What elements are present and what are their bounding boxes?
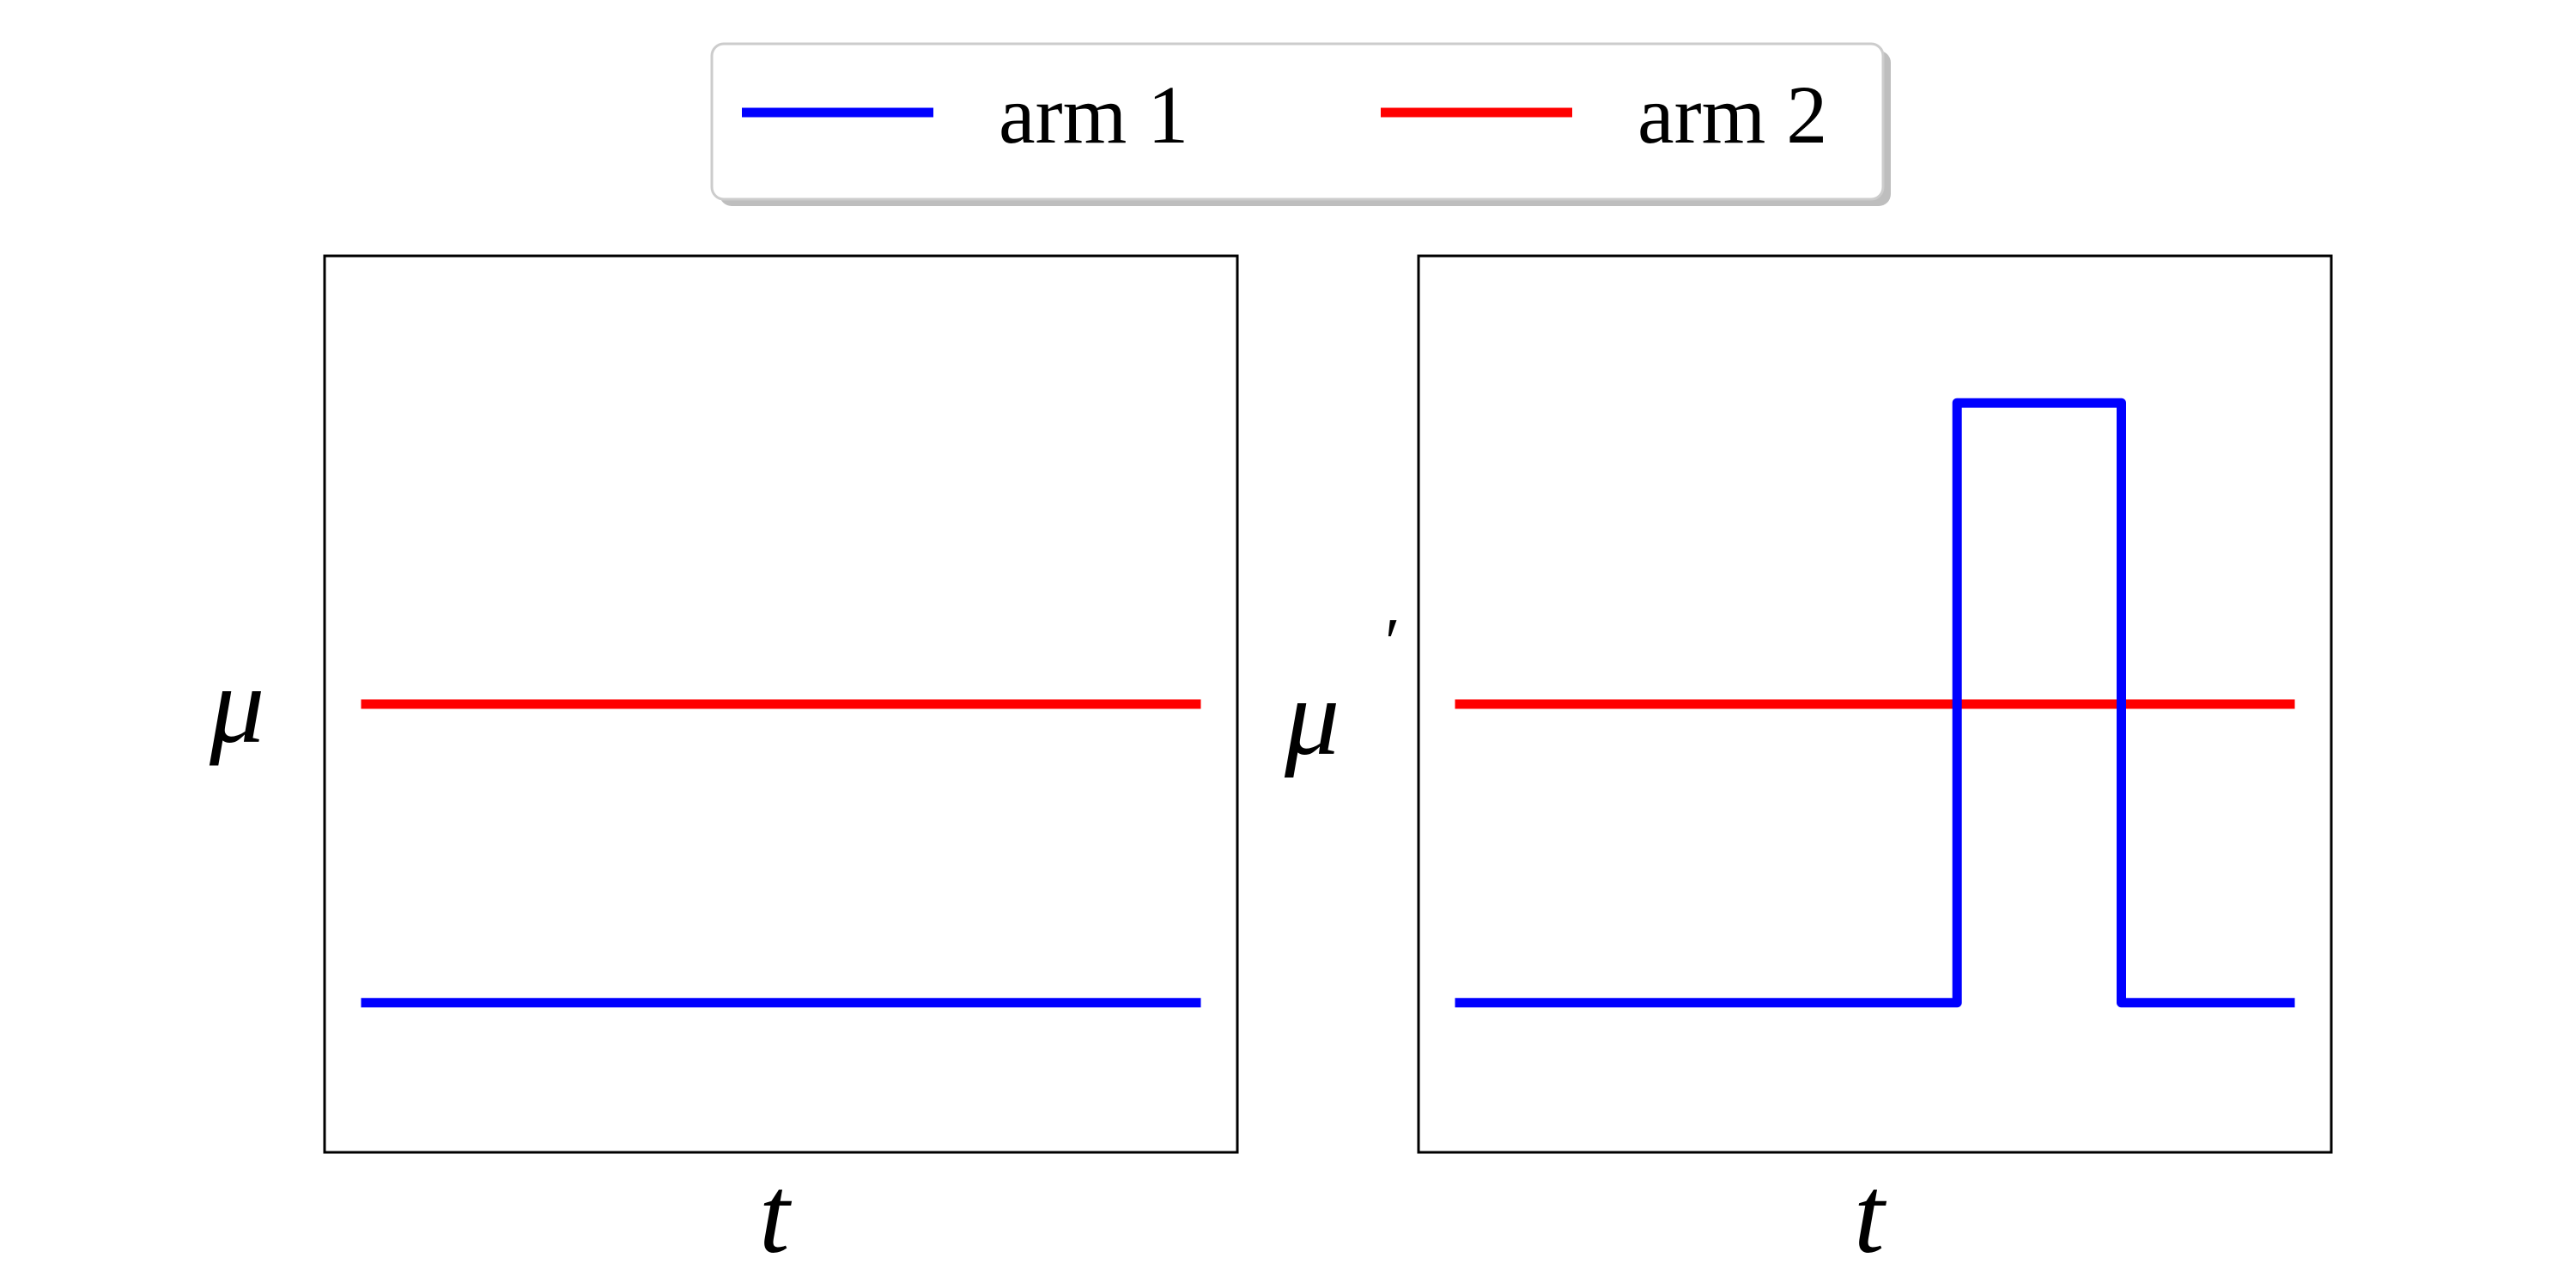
legend: arm 1 arm 2 xyxy=(710,42,1891,206)
left-panel: μ t xyxy=(209,254,1239,1276)
right-panel: μ ′ t xyxy=(1284,254,2333,1276)
right-y-axis-label-prime: ′ xyxy=(1381,605,1397,681)
left-x-axis-label: t xyxy=(759,1154,793,1276)
left-series-group xyxy=(361,699,1201,1008)
right-plot-frame xyxy=(1417,254,2333,1154)
legend-frame xyxy=(710,42,1885,201)
right-series-line-arm-1 xyxy=(1455,398,2295,1008)
right-x-axis-label: t xyxy=(1854,1154,1887,1276)
legend-label-arm-2: arm 2 xyxy=(1637,69,1827,161)
right-y-axis-label: μ xyxy=(1284,656,1340,778)
right-series-group xyxy=(1455,398,2295,1008)
left-plot-frame xyxy=(323,254,1239,1154)
legend-label-arm-1: arm 1 xyxy=(999,69,1188,161)
left-y-axis-label: μ xyxy=(209,644,264,766)
